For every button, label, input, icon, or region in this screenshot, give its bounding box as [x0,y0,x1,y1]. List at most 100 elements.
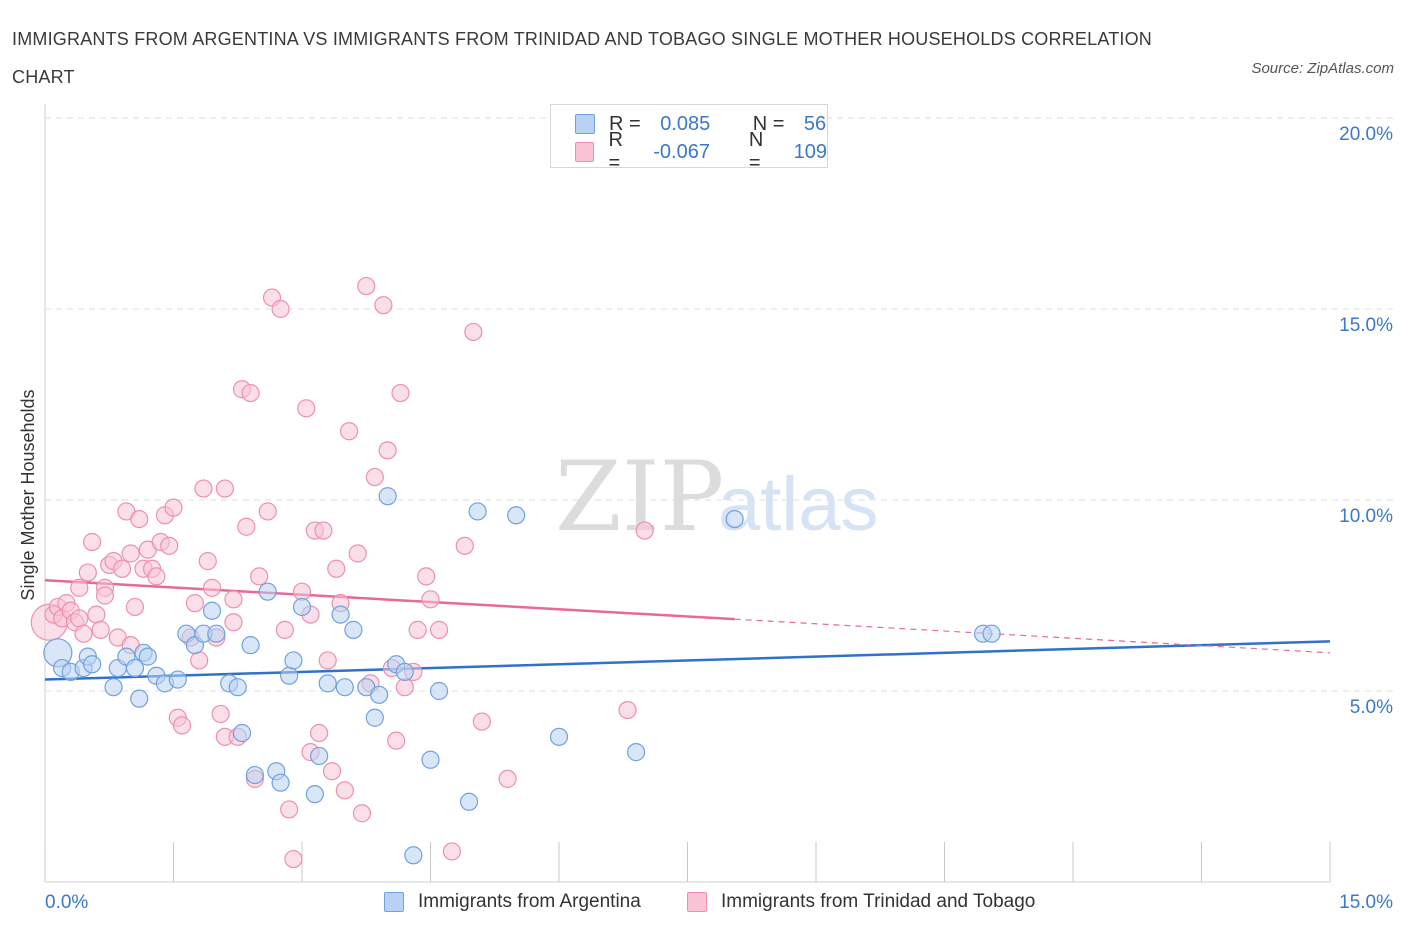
point-trinidad [112,559,132,578]
point-argentina [310,746,329,766]
point-trinidad [378,441,397,460]
point-trinidad [74,624,93,643]
legend-swatch-pink [575,142,595,162]
n-value: 56 [798,112,827,135]
legend-swatch-pink [687,892,707,912]
point-trinidad [125,597,145,617]
point-trinidad [408,620,427,639]
point-trinidad [250,567,269,586]
point-argentina [549,727,569,746]
y-tick-label: 10.0% [1339,506,1393,527]
n-label: N = [752,112,785,135]
point-trinidad [429,620,449,639]
point-argentina [370,685,389,704]
point-argentina [130,689,149,708]
point-argentina [228,678,247,697]
point-trinidad [417,567,436,586]
point-trinidad [194,479,213,498]
point-trinidad [365,467,384,487]
point-argentina [292,597,312,617]
legend-row-trinidad: R = -0.067 N = 109 [575,129,827,174]
source-credit: Source: ZipAtlas.com [1251,60,1394,77]
legend-row-argentina: R = 0.085 N = 56 [575,112,826,136]
point-trinidad [130,509,149,529]
point-argentina [982,624,1001,643]
point-trinidad [202,578,222,597]
point-argentina [83,655,102,674]
point-trinidad [241,383,260,403]
point-trinidad [498,769,517,788]
point-argentina [125,658,145,678]
point-argentina [429,681,449,701]
correlation-legend: R = 0.085 N = 56 R = -0.067 N = 109 [550,104,828,174]
point-trinidad [275,620,294,639]
point-argentina [626,743,646,762]
point-trinidad [318,651,337,670]
point-trinidad [357,276,376,296]
x-tick-label: 0.0% [45,892,88,913]
point-trinidad [327,559,346,578]
r-label: R = [609,112,641,135]
point-trinidad [292,582,312,601]
point-trinidad [322,762,342,781]
axes [44,104,1331,883]
point-argentina [335,678,354,697]
point-trinidad [95,586,115,605]
y-axis-label: Single Mother Households [18,389,38,600]
r-label: R = [608,129,623,174]
point-trinidad [284,849,303,869]
point-argentina [284,651,303,670]
r-value: 0.085 [654,112,711,135]
point-argentina [245,765,264,785]
point-trinidad [442,842,462,861]
point-trinidad [70,609,89,628]
point-trinidad [258,502,277,521]
point-trinidad [190,651,209,670]
point-trinidad [335,781,354,800]
legend-item-argentina: Immigrants from Argentina [384,888,641,916]
point-trinidad [172,716,192,735]
point-trinidad [87,605,106,624]
point-trinidad [421,590,440,609]
point-argentina [202,601,222,620]
point-argentina [258,582,277,601]
point-argentina [395,662,414,682]
point-argentina [378,487,397,506]
point-argentina [305,785,324,804]
point-trinidad [83,532,102,552]
legend-item-trinidad: Immigrants from Trinidad and Tobago [687,888,1035,916]
point-trinidad [164,498,183,517]
tick-labels: 5.0% 10.0% 15.0% 20.0% 0.0% 15.0% [45,124,1393,913]
point-argentina [459,792,479,811]
point-argentina [725,509,744,529]
y-tick-label: 15.0% [1339,315,1393,336]
point-argentina [241,636,260,655]
point-trinidad [211,704,230,724]
point-trinidad [121,544,140,563]
point-trinidad [455,536,474,555]
point-trinidad [635,521,654,540]
point-trinidad [618,700,637,720]
point-trinidad [395,678,414,697]
point-trinidad [237,517,256,536]
point-trinidad [464,322,483,342]
legend-swatch-blue [384,892,404,912]
point-argentina [104,678,123,697]
watermark-atlas: atlas [718,462,879,547]
point-trinidad [472,712,491,731]
point-trinidad [352,804,372,823]
y-tick-label: 20.0% [1339,124,1393,145]
point-argentina [318,674,337,693]
point-argentina [280,666,299,685]
point-trinidad [271,299,290,319]
point-argentina [232,723,252,743]
r-value: -0.067 [653,140,710,163]
point-trinidad [160,536,179,555]
point-trinidad [147,567,166,586]
trend-line-extension [734,618,1331,654]
y-tick-label: 5.0% [1350,697,1393,718]
point-argentina [138,647,157,666]
point-argentina [207,624,226,643]
n-label: N = [748,129,764,174]
